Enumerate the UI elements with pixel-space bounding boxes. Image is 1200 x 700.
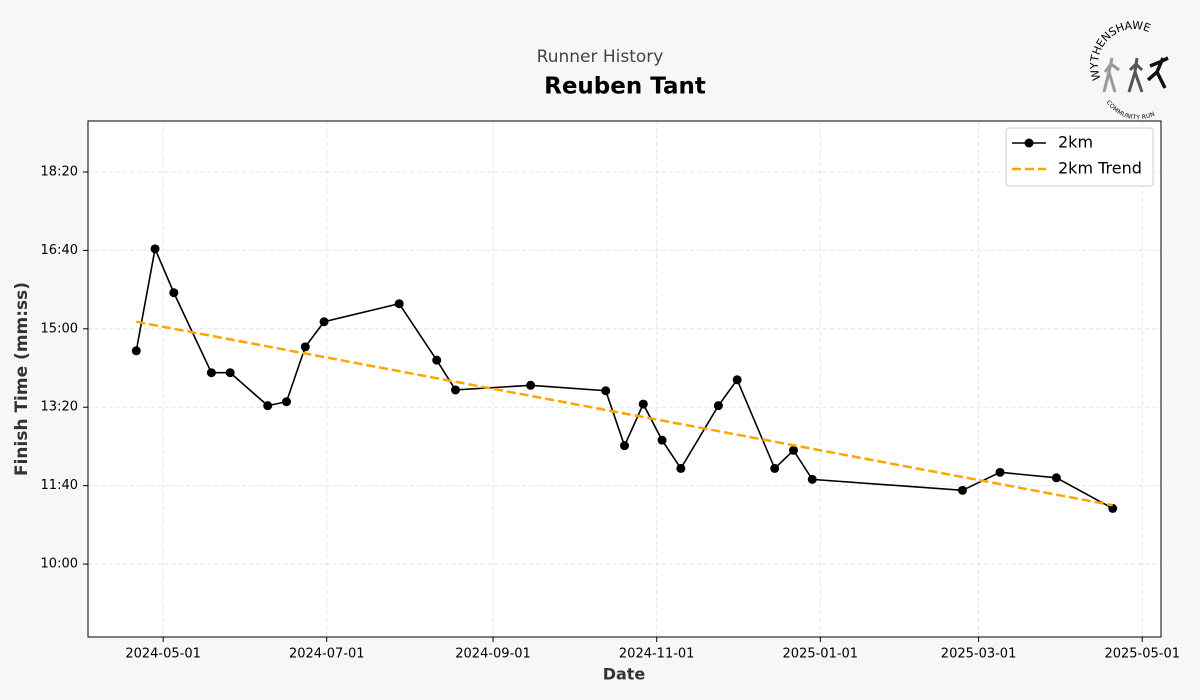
data-point [319, 317, 329, 327]
data-point [150, 244, 160, 254]
data-point [1051, 473, 1061, 483]
chart-subtitle: Runner History [537, 47, 664, 67]
logo-runner [1102, 57, 1120, 93]
data-point [788, 445, 798, 455]
data-point [225, 368, 235, 378]
y-tick-label: 10:00 [41, 557, 78, 572]
plot-frame [87, 120, 1162, 638]
data-point [638, 399, 648, 409]
y-tick-label: 15:00 [41, 321, 78, 336]
data-point [432, 355, 442, 365]
legend-marker [1024, 138, 1034, 148]
data-point [169, 288, 179, 298]
x-tick-label: 2025-01-01 [783, 647, 859, 662]
legend-label: 2km [1058, 133, 1093, 152]
data-point [601, 386, 611, 396]
logo-runner [1146, 56, 1169, 89]
data-point [807, 474, 817, 484]
data-point [620, 441, 629, 451]
data-point [1108, 503, 1118, 513]
y-axis-label: Finish Time (mm:ss) [12, 282, 32, 476]
y-tick-label: 11:40 [41, 478, 78, 493]
x-tick-label: 2024-05-01 [125, 647, 201, 662]
data-point [732, 375, 742, 385]
y-tick-label: 18:20 [41, 164, 78, 179]
x-axis-label: Date [603, 665, 646, 684]
data-point [282, 397, 292, 407]
logo-runner [1127, 57, 1144, 93]
data-point [300, 342, 310, 352]
data-point [206, 368, 216, 378]
data-point [770, 463, 780, 473]
y-tick-label: 13:20 [41, 400, 78, 415]
data-point [676, 463, 686, 473]
x-tick-label: 2024-11-01 [619, 647, 695, 662]
plot-area [88, 121, 1161, 637]
x-tick-label: 2025-03-01 [941, 647, 1017, 662]
data-point [131, 346, 141, 356]
chart-title: Reuben Tant [544, 74, 706, 100]
data-point [713, 401, 723, 411]
data-point [657, 435, 667, 445]
data-point [451, 385, 461, 395]
x-tick-label: 2025-05-01 [1104, 647, 1180, 662]
data-point [995, 467, 1005, 477]
y-tick-label: 16:40 [41, 243, 78, 258]
trend-line [136, 320, 1113, 507]
data-point [394, 299, 404, 309]
data-point [957, 485, 967, 495]
x-tick-label: 2024-09-01 [455, 647, 531, 662]
x-tick-label: 2024-07-01 [289, 647, 365, 662]
data-point [526, 380, 536, 390]
data-point [263, 401, 273, 411]
legend-label: 2km Trend [1058, 159, 1142, 178]
